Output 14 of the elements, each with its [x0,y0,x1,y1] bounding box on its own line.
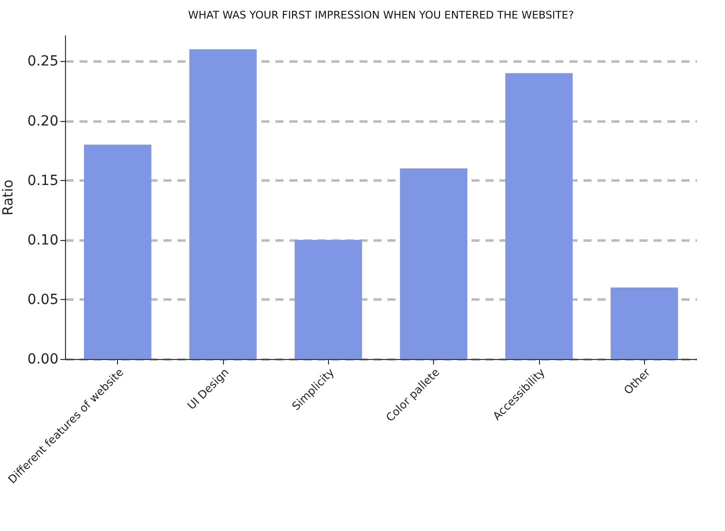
bar [294,240,362,359]
bar [610,288,678,359]
y-tick-label: 0.05 [27,292,58,308]
y-tick-label: 0.00 [27,352,58,368]
bar [400,168,468,359]
bar [189,49,257,359]
y-axis-title: Ratio [0,180,16,216]
y-tick-label: 0.15 [27,172,58,189]
bar [505,73,573,359]
bar [84,144,152,359]
y-tick-label: 0.25 [27,54,58,70]
chart-title: WHAT WAS YOUR FIRST IMPRESSION WHEN YOU ENTERED THE WEBSITE? [188,10,574,22]
y-tick-label: 0.20 [27,113,58,130]
y-tick-label: 0.10 [27,232,58,248]
